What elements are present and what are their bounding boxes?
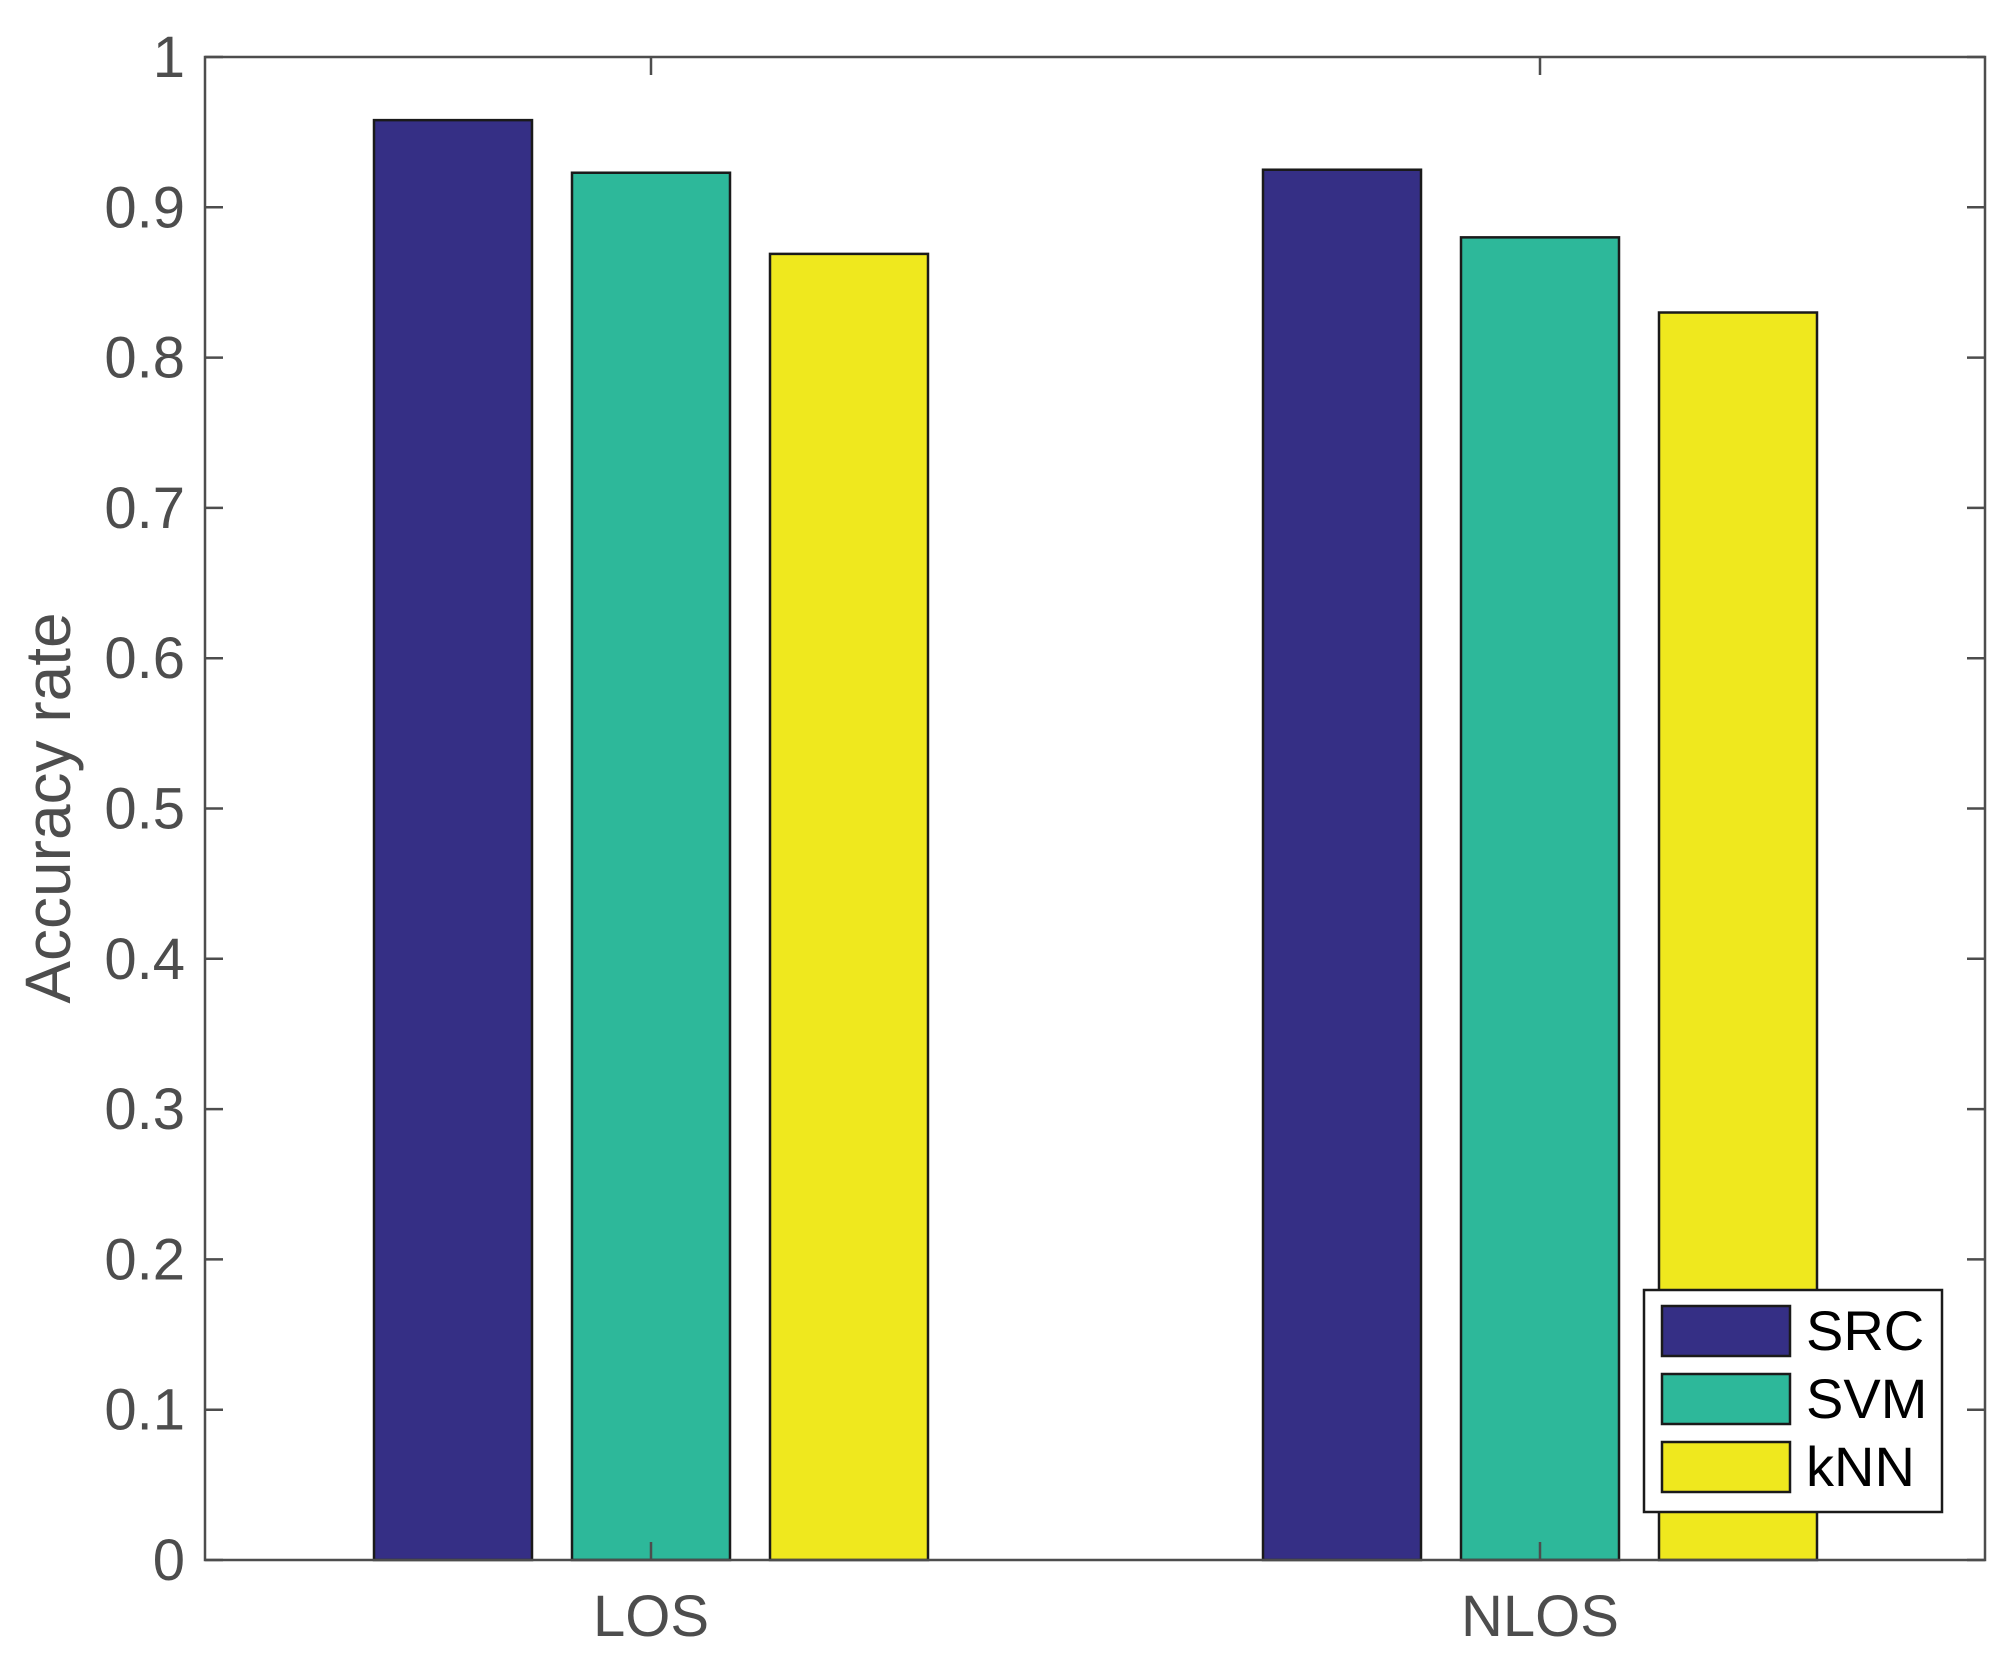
legend-label-src: SRC [1806,1299,1924,1362]
legend-swatch-svm [1660,1372,1792,1426]
x-tick-label: NLOS [1461,1584,1619,1649]
bar-src-los [372,118,534,1562]
y-tick-label: 1 [153,25,185,90]
bar-src-nlos [1261,168,1423,1562]
bars-layer [372,118,1819,1562]
legend-label-knn: kNN [1806,1435,1915,1498]
y-tick-label: 0.2 [104,1227,185,1292]
legend-swatch-knn [1660,1440,1792,1494]
y-tick-label: 0.3 [104,1077,185,1142]
y-tick-label: 0.6 [104,626,185,691]
bar-svm-los [570,171,732,1562]
y-tick-labels: 0 0.1 0.2 0.3 0.4 0.5 0.6 0.7 0.8 0.9 1 [104,25,185,1593]
y-tick-label: 0.4 [104,927,185,992]
x-tick-label: LOS [593,1584,709,1649]
bar-knn-los [768,252,930,1562]
bar-svm-nlos [1459,236,1621,1562]
legend-label-svm: SVM [1806,1367,1927,1430]
y-tick-label: 0.1 [104,1378,185,1443]
y-tick-label: 0.9 [104,175,185,240]
y-tick-label: 0 [153,1528,185,1593]
legend-swatch-src [1660,1304,1792,1358]
y-tick-label: 0.7 [104,476,185,541]
ticks-layer [205,55,1985,1562]
y-tick-label: 0.8 [104,326,185,391]
y-axis-label: Accuracy rate [12,612,84,1003]
x-tick-labels: LOS NLOS [593,1584,1619,1649]
y-tick-label: 0.5 [104,777,185,842]
